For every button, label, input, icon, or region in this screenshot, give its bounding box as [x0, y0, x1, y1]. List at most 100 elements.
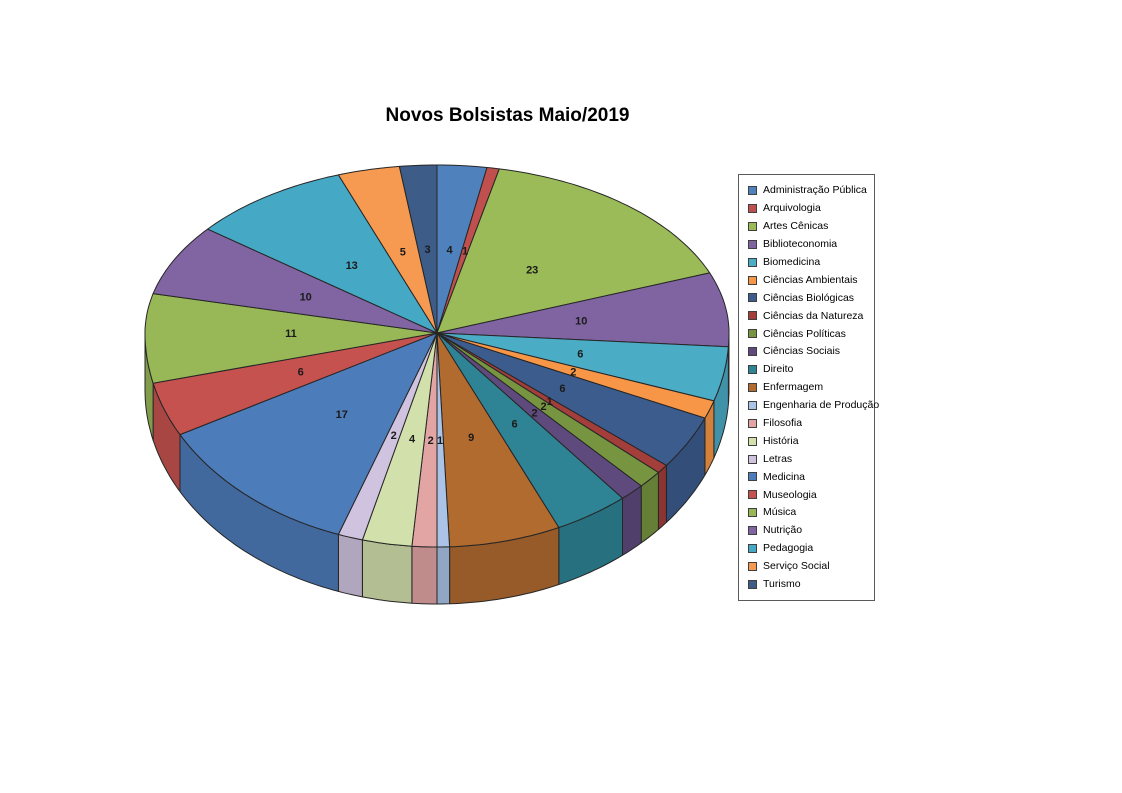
pie-slice-enfermagem[interactable]: [436, 332, 560, 548]
legend-item-letras[interactable]: Letras: [748, 454, 872, 465]
pie-slice-ciencias-biologicas[interactable]: [436, 332, 706, 466]
legend-item-label: Medicina: [763, 470, 806, 483]
legend-color-swatch: [748, 418, 757, 428]
legend-item-label: Música: [763, 506, 797, 519]
pie-slice-turismo[interactable]: [398, 164, 438, 334]
pie-slice-value-label: 17: [336, 409, 348, 421]
pie-slice-value-label: 1: [547, 396, 553, 408]
legend-item-administracao-publica[interactable]: Administração Pública: [748, 185, 872, 196]
legend-item-label: Ciências da Natureza: [763, 309, 864, 322]
legend-item-servico-social[interactable]: Serviço Social: [748, 561, 872, 572]
legend-color-swatch: [748, 579, 757, 589]
legend-item-label: Pedagogia: [763, 542, 814, 555]
legend-color-swatch: [748, 257, 757, 267]
legend-color-swatch: [748, 454, 757, 464]
legend-item-label: Ciências Ambientais: [763, 273, 858, 286]
legend-item-musica[interactable]: Música: [748, 507, 872, 518]
pie-slice-value-label: 1: [462, 246, 468, 258]
pie-slice-value-label: 6: [511, 419, 517, 431]
pie-slice-rim-letras: [337, 533, 363, 598]
legend-item-ciencias-politicas[interactable]: Ciências Políticas: [748, 329, 872, 340]
legend-color-swatch: [748, 293, 757, 303]
legend-item-label: Ciências Sociais: [763, 345, 841, 358]
legend-item-nutricao[interactable]: Nutrição: [748, 525, 872, 536]
pie-slice-historia[interactable]: [361, 332, 438, 547]
pie-slice-artes-cenicas[interactable]: [436, 168, 711, 334]
pie-slice-biomedicina[interactable]: [436, 332, 729, 402]
pie-slice-musica[interactable]: [144, 293, 438, 384]
legend-item-engenharia-de-producao[interactable]: Engenharia de Produção: [748, 400, 879, 411]
legend-item-label: Administração Pública: [763, 184, 867, 197]
legend-item-biomedicina[interactable]: Biomedicina: [748, 257, 872, 268]
legend-item-ciencias-biologicas[interactable]: Ciências Biológicas: [748, 293, 872, 304]
legend-color-swatch: [748, 508, 757, 518]
legend-item-label: Museologia: [763, 488, 817, 501]
pie-slice-servico-social[interactable]: [337, 165, 438, 334]
legend-item-ciencias-da-natureza[interactable]: Ciências da Natureza: [748, 311, 872, 322]
legend-item-label: Biblioteconomia: [763, 238, 838, 251]
legend-color-swatch: [748, 311, 757, 321]
pie-slice-direito[interactable]: [436, 332, 623, 528]
legend-color-swatch: [748, 490, 757, 500]
legend-color-swatch: [748, 221, 757, 231]
pie-slice-rim-ciencias-da-natureza: [657, 464, 667, 530]
pie-slice-letras[interactable]: [337, 332, 438, 541]
legend-color-swatch: [748, 204, 757, 214]
legend-color-swatch: [748, 436, 757, 446]
legend-item-artes-cenicas[interactable]: Artes Cênicas: [748, 221, 872, 232]
legend-item-direito[interactable]: Direito: [748, 364, 872, 375]
pie-slice-ciencias-politicas[interactable]: [436, 332, 659, 487]
pie-slice-value-label: 2: [391, 430, 397, 442]
chart-legend: Administração Pública Arquivologia Artes C…: [738, 174, 879, 601]
legend-item-medicina[interactable]: Medicina: [748, 472, 872, 483]
pie-slice-value-label: 6: [298, 366, 304, 378]
legend-item-ciencias-ambientais[interactable]: Ciências Ambientais: [748, 275, 872, 286]
legend-item-enfermagem[interactable]: Enfermagem: [748, 382, 872, 393]
pie-slice-ciencias-ambientais[interactable]: [436, 332, 715, 419]
legend-color-swatch: [748, 382, 757, 392]
legend-item-biblioteconomia[interactable]: Biblioteconomia: [748, 239, 872, 250]
pie-slice-biblioteconomia[interactable]: [436, 272, 730, 348]
legend-item-filosofia[interactable]: Filosofia: [748, 418, 872, 429]
legend-color-swatch: [748, 526, 757, 536]
pie-slice-value-label: 6: [577, 349, 583, 361]
legend-color-swatch: [748, 543, 757, 553]
legend-item-historia[interactable]: História: [748, 436, 872, 447]
pie-slice-rim-historia: [361, 539, 413, 604]
pie-slice-rim-engenharia-de-producao: [436, 546, 451, 605]
legend-item-ciencias-sociais[interactable]: Ciências Sociais: [748, 346, 872, 357]
pie-slice-value-label: 11: [285, 328, 297, 340]
chart-title: Novos Bolsistas Maio/2019: [385, 105, 630, 126]
legend-item-label: Engenharia de Produção: [763, 399, 880, 412]
pie-slice-museologia[interactable]: [152, 332, 438, 436]
legend-item-museologia[interactable]: Museologia: [748, 490, 872, 501]
legend-color-swatch: [748, 239, 757, 249]
legend-color-swatch: [748, 400, 757, 410]
pie-slice-value-label: 1: [437, 435, 443, 447]
legend-color-swatch: [748, 275, 757, 285]
pie-slice-value-label: 6: [559, 383, 565, 395]
pie-slice-value-label: 2: [540, 401, 546, 413]
legend-item-label: Artes Cênicas: [763, 220, 829, 233]
legend-item-arquivologia[interactable]: Arquivologia: [748, 203, 872, 214]
pie-slice-value-label: 5: [400, 246, 406, 258]
legend-color-swatch: [748, 347, 757, 357]
legend-item-label: Arquivologia: [763, 202, 821, 215]
legend-color-swatch: [748, 329, 757, 339]
legend-item-label: Nutrição: [763, 524, 803, 537]
legend-item-label: Letras: [763, 452, 793, 465]
pie-slice-value-label: 23: [526, 264, 538, 276]
legend-color-swatch: [748, 561, 757, 571]
legend-color-swatch: [748, 186, 757, 196]
legend-color-swatch: [748, 472, 757, 482]
legend-item-pedagogia[interactable]: Pedagogia: [748, 543, 872, 554]
legend-item-turismo[interactable]: Turismo: [748, 579, 872, 590]
pie-slice-nutricao[interactable]: [152, 228, 438, 334]
pie-slice-value-label: 2: [428, 435, 434, 447]
pie-slice-value-label: 10: [575, 315, 587, 327]
pie-slice-pedagogia[interactable]: [207, 174, 438, 334]
pie-slice-ciencias-sociais[interactable]: [436, 332, 642, 499]
pie-slice-medicina[interactable]: [179, 332, 438, 535]
